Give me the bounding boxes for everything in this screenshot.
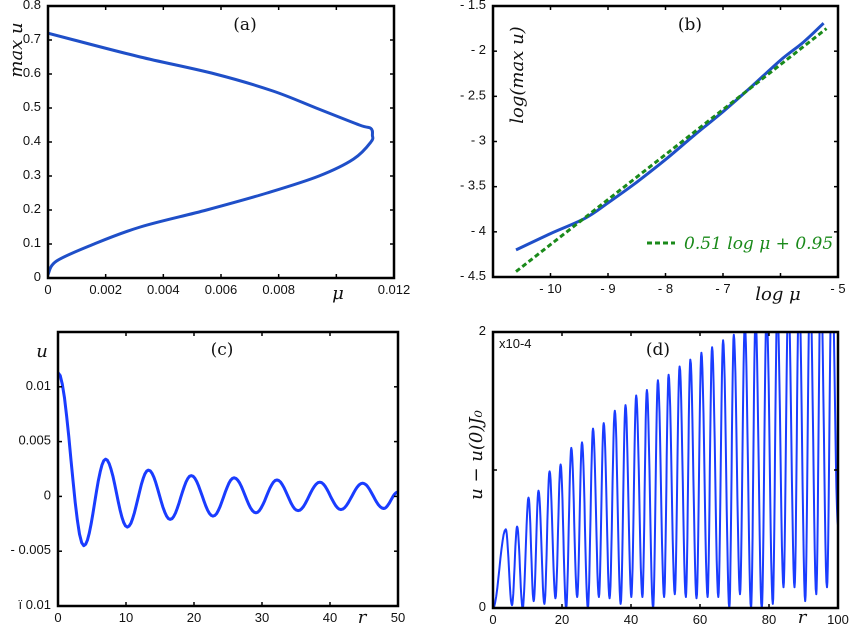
y-tick-label: 0.2: [23, 201, 41, 216]
panel-title: (d): [646, 340, 670, 360]
y-tick-label: 0: [479, 599, 486, 614]
x-tick-label: - 10: [539, 281, 561, 296]
x-axis-label: r: [358, 607, 368, 625]
panel-title: (b): [678, 15, 702, 35]
y-tick-label: - 0.005: [11, 542, 51, 557]
panel-title: (a): [233, 15, 256, 35]
y-tick-label: 0: [34, 269, 41, 284]
panel-a: 0 0.002 0.004 0.006 0.008 0.012 0 0.1 0.2 0.3 0.4 0…: [6, 0, 410, 304]
y-tick-label: 2: [479, 323, 486, 338]
series-line: [493, 332, 838, 608]
y-axis-label: u − u(0)J₀: [466, 410, 487, 500]
x-tick-label: 0.002: [89, 282, 122, 297]
y-tick-label: 0.1: [23, 235, 41, 250]
y-axis-label: max u: [6, 22, 27, 77]
panel-title: (c): [211, 340, 234, 360]
x-tick-label: 50: [391, 610, 405, 625]
x-tick-label: 0: [44, 282, 51, 297]
x-tick-label: 10: [119, 610, 133, 625]
x-tick-label: - 7: [715, 281, 730, 296]
series-line: [48, 31, 375, 276]
y-tick-label: 0: [44, 487, 51, 502]
x-tick-label: 0: [489, 612, 496, 625]
y-tick-label: 0.8: [23, 0, 41, 12]
panel-b: - 10 - 9 - 8 - 7 - 5 - 4.5 - 4 - 3.5 - 3 - 2.5 - 2…: [460, 0, 846, 305]
x-tick-label: 20: [555, 612, 569, 625]
x-tick-label: 0.012: [378, 282, 411, 297]
y-tick-label: - 2.5: [460, 87, 486, 102]
x-tick-label: 0: [54, 610, 61, 625]
x-tick-label: 40: [624, 612, 638, 625]
x-tick-label: 20: [187, 610, 201, 625]
panel-c: 0 10 20 30 40 50 ï 0.01 - 0.005 0 0.005 0.01 (c) r u: [11, 330, 405, 625]
x-tick-label: 100: [827, 612, 849, 625]
x-tick-label: 0.004: [147, 282, 180, 297]
x-tick-label: 30: [255, 610, 269, 625]
y-tick-label: - 3.5: [460, 178, 486, 193]
y-tick-label: - 3: [471, 133, 486, 148]
y-tick-label: - 4: [471, 223, 486, 238]
y-tick-label: 0.005: [18, 433, 51, 448]
x-tick-label: 80: [762, 612, 776, 625]
y-axis-label: log(max u): [507, 26, 528, 123]
series-line: [515, 22, 825, 252]
x-tick-label: 60: [693, 612, 707, 625]
x-tick-label: - 8: [658, 281, 673, 296]
x-tick-label: 40: [323, 610, 337, 625]
y-axis-label: u: [36, 341, 48, 362]
x-tick-label: - 9: [600, 281, 615, 296]
x-tick-label: - 5: [830, 281, 845, 296]
y-tick-label: 0.3: [23, 167, 41, 182]
y-tick-label: 0.6: [23, 65, 41, 80]
y-tick-label: 0.4: [23, 133, 41, 148]
legend-label: 0.51 log μ + 0.95: [684, 234, 833, 254]
y-tick-label: 0.7: [23, 31, 41, 46]
y-multiplier-label: x10-4: [499, 336, 532, 351]
series-line: [58, 371, 398, 548]
fit-line: [515, 27, 828, 273]
panel-d: 0 20 40 60 80 100 0 2 (d) r u − u(0)J₀ x10-4: [466, 323, 849, 625]
legend: 0.51 log μ + 0.95: [647, 234, 833, 254]
x-axis-label: log μ: [755, 284, 801, 305]
y-tick-label: 0.5: [23, 99, 41, 114]
y-tick-label: ï 0.01: [18, 597, 51, 612]
y-tick-label: 0.01: [26, 378, 51, 393]
y-tick-label: - 1.5: [460, 0, 486, 12]
y-tick-label: - 2: [471, 42, 486, 57]
x-tick-label: 0.008: [262, 282, 295, 297]
y-tick-label: - 4.5: [460, 268, 486, 283]
x-tick-label: 0.006: [205, 282, 238, 297]
x-axis-label: r: [798, 607, 808, 625]
axes-frame: [56, 330, 400, 608]
x-axis-label: μ: [332, 283, 344, 304]
